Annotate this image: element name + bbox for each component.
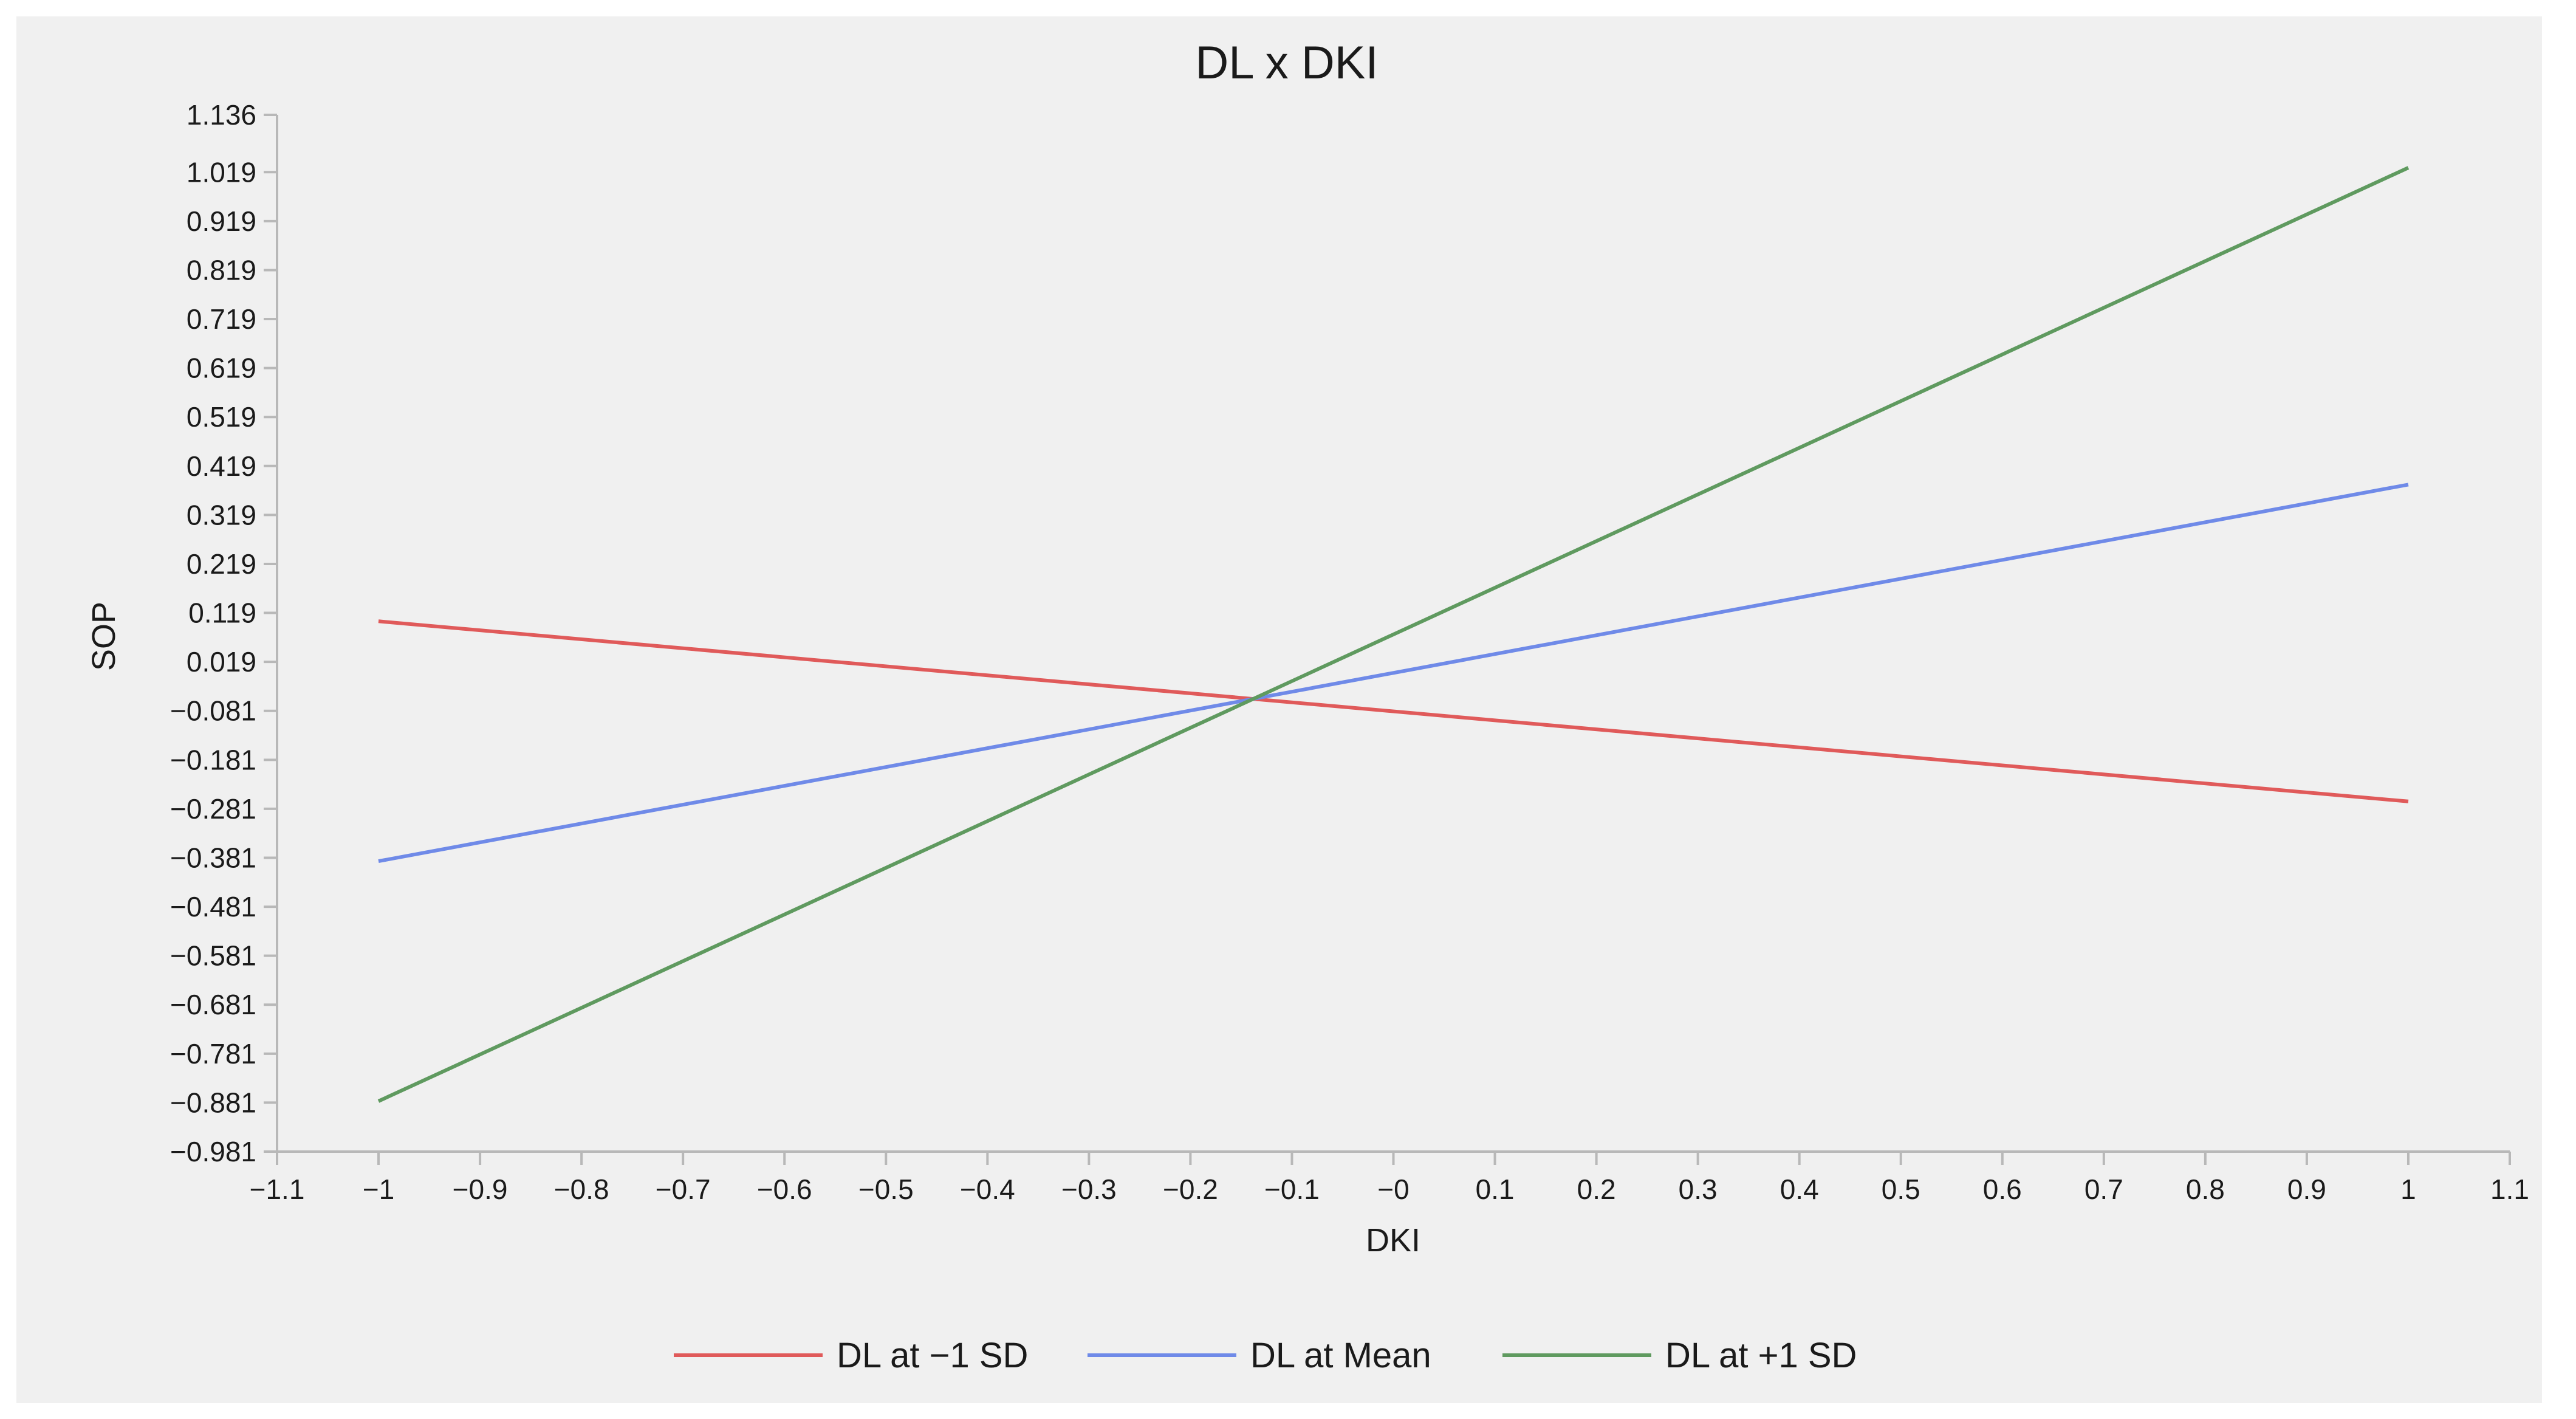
y-tick-label: 0.019 (187, 646, 256, 678)
y-axis-ticks: 1.136 1.019 0.919 0.819 0.719 0.619 0.519 0.419… (170, 99, 277, 1167)
x-tick-label: −0.6 (757, 1173, 812, 1205)
y-tick-label: 1.136 (187, 99, 256, 131)
y-tick-label: 1.019 (187, 156, 256, 188)
x-tick-label: −0.8 (554, 1173, 609, 1205)
y-tick-label: 0.119 (188, 597, 256, 629)
y-tick-label: 0.219 (187, 548, 256, 580)
x-tick-label: −0.3 (1061, 1173, 1117, 1205)
x-tick-label: −1.1 (250, 1173, 305, 1205)
x-tick-label: 0.8 (2186, 1173, 2225, 1205)
series-line-0 (378, 619, 2409, 803)
x-tick-label: 0.9 (2287, 1173, 2326, 1205)
y-tick-label: 0.719 (187, 303, 256, 335)
y-tick-label: 0.819 (187, 254, 256, 286)
y-tick-label: −0.781 (170, 1038, 256, 1070)
y-tick-label: 0.919 (187, 205, 256, 237)
x-tick-label: 1.1 (2490, 1173, 2529, 1205)
x-tick-label: −0.7 (656, 1173, 711, 1205)
x-tick-label: −0.1 (1264, 1173, 1320, 1205)
x-tick-label: 0.2 (1577, 1173, 1616, 1205)
y-tick-label: −0.581 (170, 940, 256, 972)
y-tick-label: 0.419 (187, 450, 256, 482)
x-tick-label: 0.4 (1780, 1173, 1819, 1205)
y-tick-label: 0.319 (187, 499, 256, 531)
y-tick-label: −0.681 (170, 989, 256, 1020)
x-tick-label: −0.4 (960, 1173, 1015, 1205)
y-tick-label: −0.981 (170, 1136, 256, 1167)
series-lines (377, 166, 2410, 1103)
series-line-1 (378, 483, 2409, 864)
x-tick-label: −1 (363, 1173, 394, 1205)
x-tick-label: −0.9 (453, 1173, 508, 1205)
legend-label-0: DL at −1 SD (837, 1336, 1028, 1375)
y-tick-label: −0.481 (170, 891, 256, 923)
x-tick-label: 0.6 (1983, 1173, 2022, 1205)
y-tick-label: −0.381 (170, 842, 256, 873)
x-tick-label: −0.5 (858, 1173, 914, 1205)
x-tick-label: 0.7 (2084, 1173, 2123, 1205)
x-tick-label: 0.5 (1882, 1173, 1920, 1205)
legend-label-1: DL at Mean (1250, 1336, 1431, 1375)
y-tick-label: −0.881 (170, 1087, 256, 1118)
x-tick-label: 1 (2400, 1173, 2416, 1205)
y-tick-label: −0.081 (170, 695, 256, 727)
x-tick-label: −0.2 (1163, 1173, 1218, 1205)
x-tick-label: −0 (1377, 1173, 1409, 1205)
y-axis-label: SOP (86, 602, 122, 671)
x-tick-label: 0.3 (1679, 1173, 1718, 1205)
x-tick-label: 0.1 (1476, 1173, 1515, 1205)
x-axis-label: DKI (1366, 1222, 1420, 1259)
x-axis-ticks: −1.1 −1 −0.9 −0.8 −0.7 −0.6 −0.5 −0.4 −0.3 −0.2 −0… (250, 1152, 2529, 1205)
chart-title: DL x DKI (1195, 37, 1378, 89)
series-line-2 (377, 166, 2410, 1103)
y-tick-label: 0.519 (187, 401, 256, 433)
chart-panel: DL x DKI 1.136 1.019 0.919 0.819 0.719 0.619 0… (16, 16, 2542, 1403)
y-tick-label: −0.281 (170, 793, 256, 825)
legend: DL at −1 SD DL at Mean DL at +1 SD (674, 1336, 1857, 1375)
interaction-line-chart: DL x DKI 1.136 1.019 0.919 0.819 0.719 0.619 0… (86, 37, 2529, 1375)
y-tick-label: −0.181 (170, 744, 256, 775)
y-tick-label: 0.619 (187, 352, 256, 384)
legend-label-2: DL at +1 SD (1665, 1336, 1857, 1375)
